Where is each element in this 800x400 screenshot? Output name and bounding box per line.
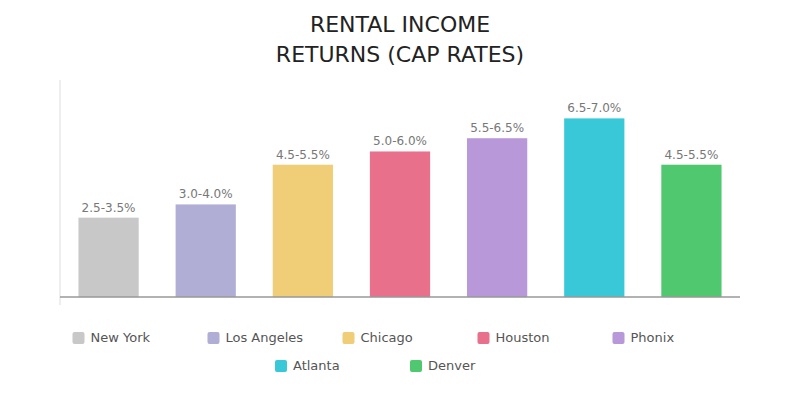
legend-swatch bbox=[73, 332, 85, 344]
data-label: 4.5-5.5% bbox=[276, 148, 330, 162]
value-axis-line bbox=[60, 80, 61, 305]
legend-label: Los Angeles bbox=[226, 330, 304, 345]
legend-item: Houston bbox=[478, 330, 550, 345]
data-label: 5.0-6.0% bbox=[373, 134, 427, 148]
legend-label: New York bbox=[91, 330, 151, 345]
legend-swatch bbox=[410, 360, 422, 372]
bar bbox=[370, 151, 430, 297]
legend-swatch bbox=[275, 360, 287, 372]
legend-swatch bbox=[208, 332, 220, 344]
data-label: 3.0-4.0% bbox=[179, 187, 233, 201]
legend-item: Denver bbox=[410, 358, 476, 373]
bar bbox=[564, 118, 624, 297]
data-label: 5.5-6.5% bbox=[470, 121, 524, 135]
legend-item: New York bbox=[73, 330, 151, 345]
bar bbox=[78, 218, 138, 297]
legend-swatch bbox=[613, 332, 625, 344]
data-label: 6.5-7.0% bbox=[567, 101, 621, 115]
legend-item: Phonix bbox=[613, 330, 675, 345]
legend-swatch bbox=[478, 332, 490, 344]
bars bbox=[78, 118, 721, 297]
legend-swatch bbox=[343, 332, 355, 344]
bar bbox=[176, 204, 236, 297]
legend-label: Phonix bbox=[631, 330, 675, 345]
legend-label: Denver bbox=[428, 358, 476, 373]
data-label: 4.5-5.5% bbox=[664, 148, 718, 162]
legend-label: Chicago bbox=[361, 330, 413, 345]
data-label: 2.5-3.5% bbox=[82, 201, 136, 215]
legend-item: Chicago bbox=[343, 330, 413, 345]
legend-item: Atlanta bbox=[275, 358, 340, 373]
title: RENTAL INCOME bbox=[310, 12, 490, 37]
legend-item: Los Angeles bbox=[208, 330, 304, 345]
chart: RENTAL INCOME RETURNS (CAP RATES) 2.5-3.5%… bbox=[0, 0, 800, 400]
baseline bbox=[60, 296, 740, 298]
bar bbox=[273, 165, 333, 297]
legend-label: Houston bbox=[496, 330, 550, 345]
subtitle: RETURNS (CAP RATES) bbox=[276, 42, 524, 67]
bar bbox=[661, 165, 721, 297]
bar bbox=[467, 138, 527, 297]
legend-label: Atlanta bbox=[293, 358, 340, 373]
